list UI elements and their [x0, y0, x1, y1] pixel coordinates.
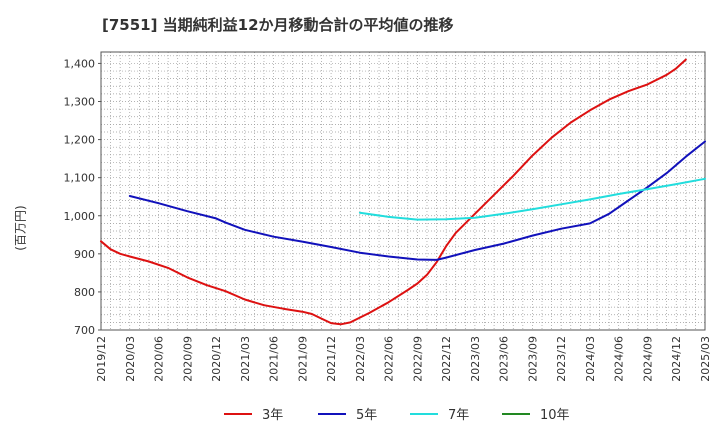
x-tick-label: 2024/12 — [670, 336, 683, 382]
y-tick-label: 1,200 — [64, 134, 96, 147]
x-tick-label: 2022/09 — [411, 336, 424, 382]
legend-label: 3年 — [262, 408, 283, 423]
series-line — [358, 177, 706, 221]
x-tick-label: 2022/12 — [440, 336, 453, 382]
legend-label: 10年 — [540, 408, 570, 423]
series-line — [128, 140, 706, 261]
y-axis-label: (百万円) — [13, 205, 28, 251]
x-tick-label: 2023/06 — [498, 336, 511, 382]
y-tick-label: 1,100 — [64, 172, 96, 185]
legend-label: 7年 — [448, 408, 469, 423]
y-tick-label: 700 — [74, 324, 95, 337]
plot-frame — [100, 51, 706, 331]
y-tick-label: 1,000 — [64, 210, 96, 223]
x-tick-label: 2023/12 — [555, 336, 568, 382]
x-tick-label: 2023/03 — [469, 336, 482, 382]
x-tick-label: 2021/09 — [296, 336, 309, 382]
x-tick-label: 2024/09 — [641, 336, 654, 382]
y-tick-label: 1,300 — [64, 96, 96, 109]
y-tick-label: 1,400 — [64, 57, 96, 70]
x-tick-label: 2019/12 — [95, 336, 108, 382]
x-tick-label: 2024/06 — [613, 336, 626, 382]
x-tick-label: 2024/03 — [584, 336, 597, 382]
x-tick-label: 2021/03 — [239, 336, 252, 382]
x-tick-label: 2020/12 — [210, 336, 223, 382]
y-tick-label: 900 — [74, 248, 95, 261]
x-tick-label: 2023/09 — [526, 336, 539, 382]
x-tick-label: 2021/06 — [268, 336, 281, 382]
x-tick-label: 2021/12 — [325, 336, 338, 382]
x-tick-label: 2022/06 — [383, 336, 396, 382]
chart-title: [7551] 当期純利益12か月移動合計の平均値の推移 — [102, 16, 454, 34]
x-tick-label: 2020/03 — [124, 336, 137, 382]
legend-label: 5年 — [356, 408, 377, 423]
x-tick-label: 2025/03 — [699, 336, 712, 382]
y-tick-label: 800 — [74, 286, 95, 299]
x-tick-label: 2020/09 — [181, 336, 194, 382]
x-tick-label: 2022/03 — [354, 336, 367, 382]
series-line — [100, 58, 687, 326]
x-tick-label: 2020/06 — [153, 336, 166, 382]
